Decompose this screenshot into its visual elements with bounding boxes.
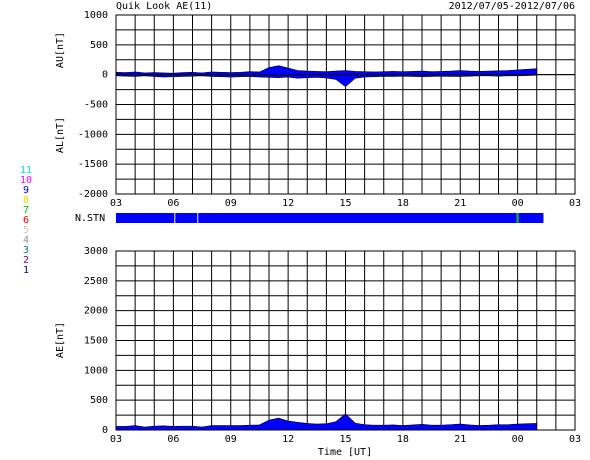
y-axis-label: AL[nT] [55, 117, 66, 153]
x-tick-label: 18 [397, 198, 409, 209]
x-tick-label: 18 [397, 434, 409, 445]
date-range: 2012/07/05-2012/07/06 [449, 1, 575, 12]
x-tick-label: 12 [282, 434, 294, 445]
x-tick-label: 09 [225, 434, 237, 445]
y-tick-label: 2500 [84, 276, 108, 287]
y-tick-label: 3000 [84, 246, 108, 257]
legend-entry: 9 [23, 185, 29, 196]
x-tick-label: 12 [282, 198, 294, 209]
y-tick-label: 1000 [84, 365, 108, 376]
y-axis-label: AU[nT] [55, 32, 66, 68]
legend-entry: 2 [23, 255, 29, 266]
x-tick-label: 21 [454, 434, 466, 445]
legend-entry: 5 [23, 225, 29, 236]
x-tick-label: 03 [569, 198, 581, 209]
y-tick-label: 2000 [84, 306, 108, 317]
chart-title: Quik Look AE(11) [116, 1, 212, 12]
legend-entry: 6 [23, 215, 29, 226]
legend-entry: 10 [20, 175, 32, 186]
area [115, 74, 538, 87]
x-tick-label: 09 [225, 198, 237, 209]
y-tick-label: -500 [84, 100, 108, 111]
legend-entry: 7 [23, 205, 29, 216]
area [115, 413, 538, 431]
x-tick-label: 03 [110, 434, 122, 445]
plot-frame [115, 250, 576, 431]
y-tick-label: 500 [90, 395, 108, 406]
y-tick-label: 500 [90, 40, 108, 51]
x-tick-label: 15 [339, 198, 351, 209]
x-tick-label: 00 [512, 434, 524, 445]
y-tick-label: 0 [102, 70, 108, 81]
x-tick-label: 03 [569, 434, 581, 445]
x-tick-label: 00 [512, 198, 524, 209]
station-segment [518, 213, 544, 223]
x-tick-label: 06 [167, 434, 179, 445]
y-tick-label: 1000 [84, 10, 108, 21]
x-tick-label: 21 [454, 198, 466, 209]
y-axis-label: AE[nT] [55, 322, 66, 358]
x-axis-label: Time [UT] [318, 447, 372, 458]
area [115, 65, 538, 75]
legend-entry: 8 [23, 195, 29, 206]
x-tick-label: 03 [110, 198, 122, 209]
y-tick-label: -1000 [78, 129, 108, 140]
plot-frame [115, 14, 576, 195]
station-segment [175, 213, 198, 223]
station-label: N.STN [75, 213, 105, 224]
station-segment [516, 213, 519, 223]
y-tick-label: 0 [102, 425, 108, 436]
y-tick-label: 1500 [84, 336, 108, 347]
y-tick-label: -2000 [78, 189, 108, 200]
x-tick-label: 06 [167, 198, 179, 209]
y-tick-label: -1500 [78, 159, 108, 170]
station-segment [116, 213, 175, 223]
legend-entry: 11 [20, 165, 32, 176]
x-tick-label: 15 [339, 434, 351, 445]
legend-entry: 4 [23, 235, 29, 246]
legend-entry: 3 [23, 245, 29, 256]
legend-entry: 1 [23, 265, 29, 276]
station-segment [198, 213, 517, 223]
